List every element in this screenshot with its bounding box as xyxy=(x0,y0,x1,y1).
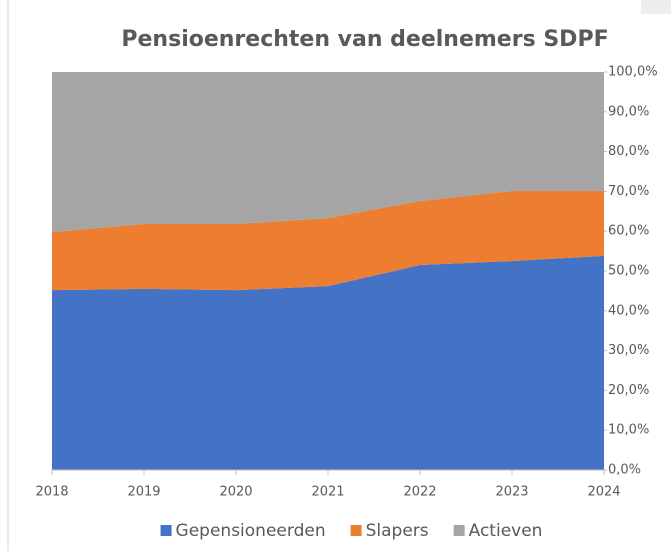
legend-swatch xyxy=(160,525,172,536)
y-tick-label: 60,0% xyxy=(608,224,649,239)
y-tick-label: 10,0% xyxy=(608,423,649,438)
y-tick-label: 100,0% xyxy=(608,65,658,80)
y-tick-label: 50,0% xyxy=(608,264,649,279)
x-tick-label: 2024 xyxy=(587,485,620,500)
legend-swatch xyxy=(453,525,465,536)
chart-title: Pensioenrechten van deelnemers SDPF xyxy=(121,27,608,52)
y-tick-label: 40,0% xyxy=(608,303,649,318)
y-tick-label: 70,0% xyxy=(608,184,649,199)
x-tick-label: 2021 xyxy=(311,485,344,500)
x-tick-label: 2019 xyxy=(127,485,160,500)
area xyxy=(52,255,604,470)
area xyxy=(52,72,604,232)
legend-label: Gepensioneerden xyxy=(176,521,326,541)
x-tick-label: 2023 xyxy=(495,485,528,500)
y-tick-label: 0,0% xyxy=(608,463,641,478)
x-tick-label: 2020 xyxy=(219,485,252,500)
y-tick-label: 80,0% xyxy=(608,144,649,159)
y-tick-label: 20,0% xyxy=(608,383,649,398)
y-tick-label: 30,0% xyxy=(608,343,649,358)
panel-corner xyxy=(641,0,671,14)
x-tick-label: 2018 xyxy=(35,485,68,500)
legend-label: Slapers xyxy=(366,521,429,541)
y-tick-label: 90,0% xyxy=(608,104,649,119)
area xyxy=(52,191,604,291)
legend-label: Actieven xyxy=(469,521,543,541)
legend-swatch xyxy=(350,525,362,536)
x-tick-label: 2022 xyxy=(403,485,436,500)
